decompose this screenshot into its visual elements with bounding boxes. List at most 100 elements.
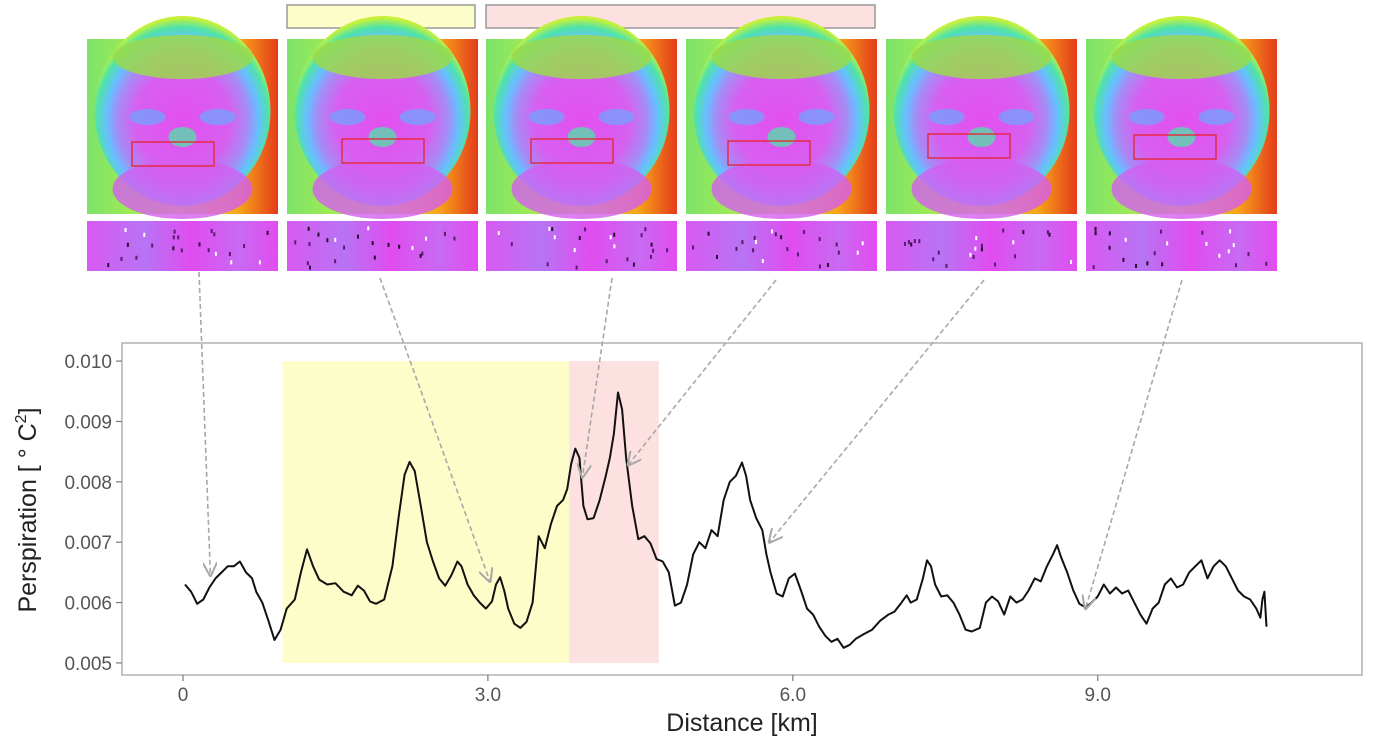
- sweat-pore-dot: [326, 238, 329, 243]
- sweat-pore-dot: [1012, 240, 1015, 245]
- sweat-pore-dot: [228, 252, 231, 257]
- sweat-pore-dot: [640, 233, 643, 238]
- connector-arrow-5: [1086, 279, 1183, 609]
- sweat-pore-dot: [972, 254, 975, 259]
- sweat-pore-dot: [632, 262, 635, 267]
- sweat-pore-dot: [198, 242, 201, 247]
- sweat-pore-dot: [910, 242, 913, 247]
- thermal-face-eye-right: [998, 109, 1035, 125]
- roi-strip: [87, 221, 278, 271]
- connector-arrow-2: [582, 277, 613, 477]
- sweat-pore-dot: [1002, 228, 1005, 233]
- sweat-pore-dot: [786, 247, 789, 252]
- sweat-pore-dot: [707, 231, 710, 236]
- thermal-face-eye-right: [798, 109, 835, 125]
- y-axis-title-close: ]: [14, 407, 42, 414]
- sweat-pore-dot: [609, 235, 612, 240]
- sweat-pore-dot: [497, 231, 500, 236]
- sweat-pore-dot: [918, 239, 921, 244]
- x-axis-title: Distance [km]: [666, 709, 817, 737]
- sweat-pore-dot: [207, 248, 210, 253]
- sweat-pore-dot: [649, 254, 652, 259]
- sweat-pore-dot: [980, 247, 983, 252]
- y-axis-title: Perspiration [ ° C2]: [13, 407, 42, 612]
- sweat-pore-dot: [387, 242, 390, 247]
- sweat-pore-dot: [802, 229, 805, 234]
- thermal-panel-3: [686, 16, 877, 271]
- thermal-face-nose: [368, 127, 397, 147]
- y-axis-title-main: Perspiration [ ° C: [14, 423, 42, 612]
- sweat-pore-dot: [173, 229, 176, 234]
- sweat-pore-dot: [1048, 232, 1051, 237]
- sweat-pore-dot: [937, 250, 940, 255]
- sweat-pore-dot: [1160, 229, 1163, 234]
- thermal-face-nose: [567, 127, 596, 147]
- sweat-pore-dot: [578, 236, 581, 241]
- sweat-pore-dot: [373, 255, 376, 260]
- sweat-pore-dot: [510, 242, 513, 247]
- sweat-pore-dot: [903, 241, 906, 246]
- sweat-pore-dot: [172, 235, 175, 240]
- thermal-face-chin: [911, 159, 1052, 219]
- sweat-pore-dot: [421, 251, 424, 256]
- sweat-pore-dot: [613, 232, 616, 237]
- highlight-bands: [282, 361, 659, 663]
- sweat-pore-dot: [334, 259, 337, 264]
- thermal-face-eye-left: [528, 109, 565, 125]
- sweat-pore-dot: [398, 244, 401, 249]
- sweat-pore-dot: [605, 259, 608, 264]
- sweat-pore-dot: [424, 236, 427, 241]
- sweat-pore-dot: [126, 242, 129, 247]
- thermal-face-eye-right: [1198, 109, 1235, 125]
- sweat-pore-dot: [932, 257, 935, 262]
- sweat-pore-dot: [1070, 259, 1073, 264]
- sweat-pore-dot: [835, 242, 838, 247]
- sweat-pore-dot: [650, 242, 653, 247]
- sweat-pore-dot: [1247, 252, 1250, 257]
- sweat-pore-dot: [334, 237, 337, 242]
- sweat-pore-dot: [1108, 231, 1111, 236]
- sweat-pore-dot: [856, 250, 859, 255]
- sweat-pore-dot: [1232, 243, 1235, 248]
- sweat-pore-dot: [626, 257, 629, 262]
- sweat-pore-dot: [309, 265, 312, 270]
- sweat-pore-dot: [1014, 254, 1017, 259]
- sweat-pore-dot: [761, 259, 764, 264]
- sweat-pore-dot: [666, 248, 669, 253]
- thermal-face-hairline: [711, 35, 852, 79]
- thermal-image-panels: [87, 16, 1277, 271]
- thermal-face-hairline: [911, 35, 1052, 79]
- sweat-pore-dot: [575, 265, 578, 270]
- y-tick-label-4: 0.009: [64, 412, 112, 433]
- sweat-pore-dot: [1108, 245, 1111, 250]
- y-tick-label-2: 0.007: [64, 533, 112, 554]
- sweat-pore-dot: [1229, 229, 1232, 234]
- thermal-panel-0: [87, 16, 278, 271]
- sweat-pore-dot: [974, 246, 977, 251]
- thermal-face-chin: [711, 159, 852, 219]
- sweat-pore-dot: [214, 251, 217, 256]
- sweat-pore-dot: [861, 241, 864, 246]
- sweat-pore-dot: [180, 248, 183, 253]
- sweat-pore-dot: [945, 263, 948, 268]
- thermal-face-chin: [1111, 159, 1252, 219]
- thermal-panel-1: [287, 16, 478, 271]
- sweat-pore-dot: [371, 241, 374, 246]
- sweat-pore-dot: [548, 226, 551, 231]
- sweat-pore-dot: [752, 248, 755, 253]
- thermal-face-chin: [112, 159, 253, 219]
- sweat-pore-dot: [1094, 231, 1097, 236]
- y-axis-ticks: 0.005 0.006 0.007 0.008 0.009 0.010: [64, 352, 122, 675]
- roi-strip: [1086, 221, 1277, 271]
- sweat-pore-dot: [177, 235, 180, 240]
- thermal-face-hairline: [112, 35, 253, 79]
- sweat-pore-dot: [573, 248, 576, 253]
- y-tick-label-5: 0.010: [64, 352, 112, 373]
- sweat-pore-dot: [411, 245, 414, 250]
- roi-strip: [686, 221, 877, 271]
- sweat-pore-dot: [796, 252, 799, 257]
- sweat-pore-dot: [780, 235, 783, 240]
- sweat-pore-dot: [210, 229, 213, 234]
- sweat-pore-dot: [1205, 241, 1208, 246]
- sweat-pore-dot: [584, 227, 587, 232]
